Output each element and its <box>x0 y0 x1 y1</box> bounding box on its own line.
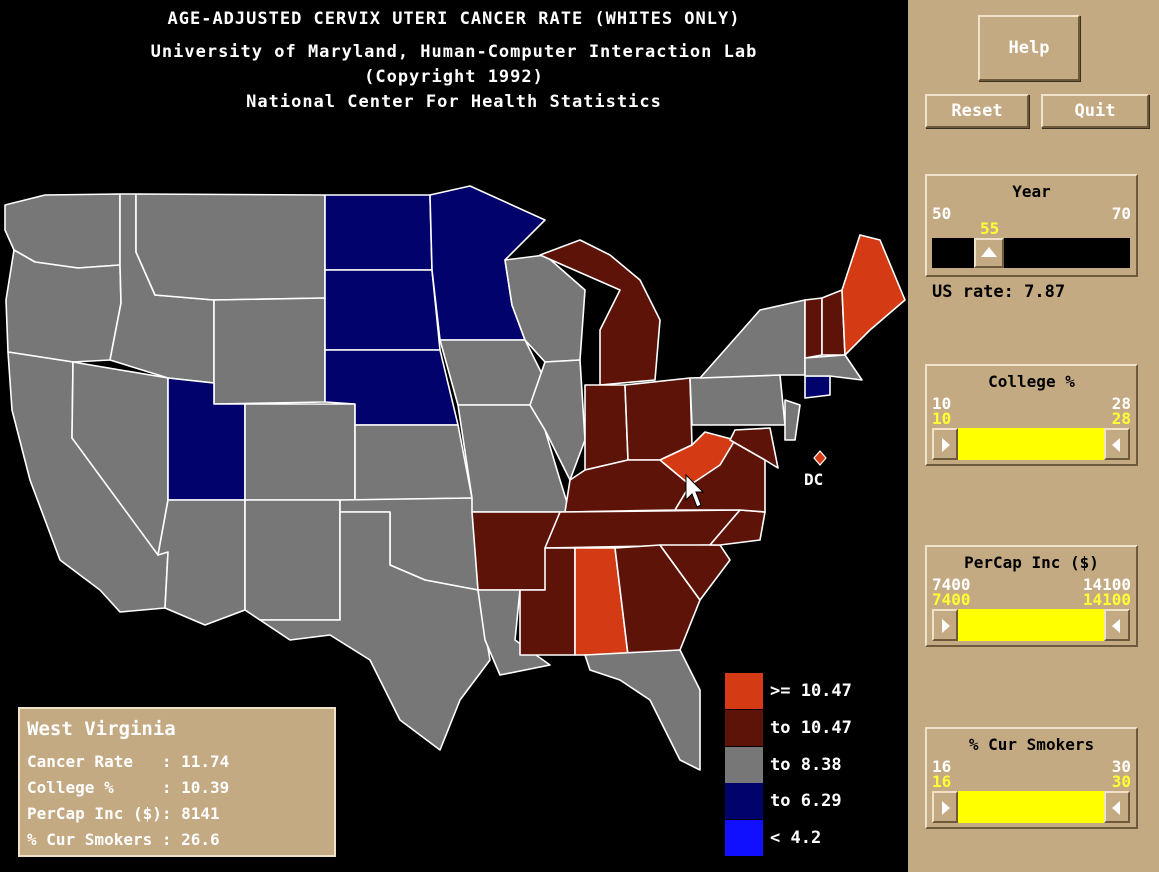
legend-swatch-mid <box>725 747 763 783</box>
right-arrow-icon <box>942 619 950 633</box>
state-maine <box>841 234 906 356</box>
right-arrow-icon <box>942 438 950 452</box>
state-south-dakota <box>324 269 441 351</box>
year-slider-thumb[interactable] <box>974 238 1004 268</box>
left-arrow-icon <box>1112 619 1120 633</box>
smokers-range-track[interactable] <box>932 791 1130 823</box>
left-arrow-icon <box>1112 438 1120 452</box>
state-florida <box>584 649 701 771</box>
legend-label-lowest: < 4.2 <box>770 828 822 848</box>
info-percap: PerCap Inc ($): 8141 <box>27 804 220 823</box>
legend-label-high: to 10.47 <box>770 718 852 738</box>
dc-label: DC <box>804 470 824 489</box>
state-michigan <box>539 239 661 386</box>
us-rate: US rate: 7.87 <box>932 282 1066 302</box>
state-montana <box>135 193 326 301</box>
selected-state-info: West Virginia Cancer Rate : 11.74 Colleg… <box>18 707 336 857</box>
legend-swatch-highest <box>725 673 763 709</box>
map-area: AGE-ADJUSTED CERVIX UTERI CANCER RATE (W… <box>0 0 908 872</box>
smokers-sel-min: 16 <box>932 772 952 791</box>
state-massachusetts <box>804 354 863 381</box>
us-map[interactable] <box>0 0 908 872</box>
institution-line: University of Maryland, Human-Computer I… <box>150 42 758 62</box>
legend-label-low: to 6.29 <box>770 791 842 811</box>
smokers-max: 30 <box>1111 757 1131 776</box>
state-vermont <box>804 297 823 359</box>
percap-sel-max: 14100 <box>1082 590 1131 609</box>
state-maryland <box>729 427 779 469</box>
state-wyoming <box>213 297 326 405</box>
college-range-track[interactable] <box>932 428 1130 460</box>
state-kansas <box>354 424 473 501</box>
source-line: National Center For Health Statistics <box>246 92 662 112</box>
state-new-york <box>699 299 806 379</box>
smokers-sel-max: 30 <box>1111 772 1131 791</box>
percap-max: 14100 <box>1082 575 1131 594</box>
state-north-dakota <box>324 194 433 271</box>
state-connecticut <box>804 375 831 399</box>
state-new-hampshire <box>821 289 846 356</box>
percap-min-handle[interactable] <box>932 609 958 641</box>
percap-slider-panel: PerCap Inc ($) 7400 14100 7400 14100 <box>925 545 1138 647</box>
right-arrow-icon <box>942 801 950 815</box>
up-arrow-icon <box>981 247 997 257</box>
info-cancer-rate: Cancer Rate : 11.74 <box>27 752 230 771</box>
state-colorado <box>244 403 356 501</box>
help-button[interactable]: Help <box>978 15 1080 81</box>
state-iowa <box>439 339 546 406</box>
percap-title: PerCap Inc ($) <box>964 553 1099 572</box>
quit-button[interactable]: Quit <box>1041 94 1149 128</box>
info-smokers: % Cur Smokers : 26.6 <box>27 830 220 849</box>
state-south-carolina <box>659 544 731 601</box>
legend-swatch-high <box>725 710 763 746</box>
state-georgia <box>614 544 701 656</box>
percap-max-handle[interactable] <box>1104 609 1130 641</box>
map-title: AGE-ADJUSTED CERVIX UTERI CANCER RATE (W… <box>167 9 741 29</box>
smokers-title: % Cur Smokers <box>968 735 1095 754</box>
smokers-min-handle[interactable] <box>932 791 958 823</box>
legend-swatch-low <box>725 783 763 819</box>
college-max-handle[interactable] <box>1104 428 1130 460</box>
state-north-carolina <box>709 509 766 546</box>
year-max: 70 <box>1111 204 1131 223</box>
state-ohio <box>624 377 693 461</box>
legend-label-mid: to 8.38 <box>770 755 842 775</box>
legend-label-highest: >= 10.47 <box>770 681 852 701</box>
year-title: Year <box>1012 182 1051 201</box>
control-panel: Help Reset Quit Year 50 70 55 US rate: 7… <box>908 0 1159 872</box>
college-title: College % <box>988 372 1075 391</box>
state-arizona <box>157 499 246 626</box>
college-min-handle[interactable] <box>932 428 958 460</box>
state-oregon <box>5 249 122 363</box>
percap-range-track[interactable] <box>932 609 1130 641</box>
state-texas <box>259 511 491 751</box>
state-indiana <box>584 384 629 471</box>
state-new-mexico <box>244 499 341 621</box>
percap-sel-min: 7400 <box>932 590 971 609</box>
legend-swatch-lowest <box>725 820 763 856</box>
percap-min: 7400 <box>932 575 971 594</box>
selected-state-name: West Virginia <box>27 718 176 740</box>
smokers-min: 16 <box>932 757 952 776</box>
year-min: 50 <box>932 204 952 223</box>
college-max: 28 <box>1111 394 1131 413</box>
college-sel-max: 28 <box>1111 409 1131 428</box>
dc-marker <box>813 450 827 466</box>
year-slider-panel: Year 50 70 55 <box>925 174 1138 277</box>
copyright-line: (Copyright 1992) <box>364 67 544 87</box>
year-slider-track[interactable] <box>932 238 1130 268</box>
state-tennessee <box>544 509 741 549</box>
college-slider-panel: College % 10 28 10 28 <box>925 364 1138 466</box>
left-arrow-icon <box>1112 801 1120 815</box>
state-new-jersey <box>784 399 801 441</box>
college-sel-min: 10 <box>932 409 952 428</box>
year-current: 55 <box>980 219 1000 238</box>
state-pennsylvania <box>689 374 786 426</box>
info-college: College % : 10.39 <box>27 778 230 797</box>
mouse-cursor-icon <box>685 473 705 508</box>
reset-button[interactable]: Reset <box>925 94 1029 128</box>
college-min: 10 <box>932 394 952 413</box>
smokers-max-handle[interactable] <box>1104 791 1130 823</box>
smokers-slider-panel: % Cur Smokers 16 30 16 30 <box>925 727 1138 829</box>
